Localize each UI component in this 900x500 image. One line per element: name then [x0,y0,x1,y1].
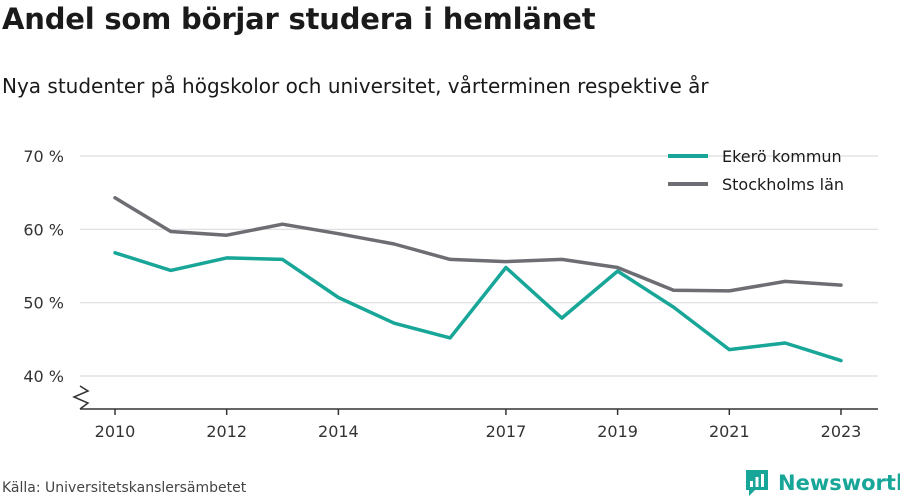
x-tick-label: 2017 [486,422,527,441]
series-lines [113,196,843,363]
brand-name: Newsworthy [778,471,900,495]
legend-label-ekero: Ekerö kommun [722,147,842,166]
x-tick-label: 2014 [318,422,359,441]
axes: 70 % 60 % 50 % 40 % 2010 2012 2014 2017 2019 2021… [23,147,878,441]
x-tick-label: 2019 [597,422,638,441]
y-axis-break-mark [72,385,90,410]
brand-logo: Newsworthy [744,468,900,498]
legend-label-stockholm: Stockholms län [722,175,844,194]
chart-subtitle: Nya studenter på högskolor och universit… [2,74,709,98]
chart-title: Andel som börjar studera i hemlänet [2,2,596,36]
series-line-ekero [113,251,843,363]
x-tick-label: 2012 [206,422,247,441]
y-tick-label: 60 % [23,220,64,239]
y-tick-label: 50 % [23,294,64,313]
y-tick-label: 40 % [23,367,64,386]
y-tick-label: 70 % [23,147,64,166]
x-tick-label: 2010 [95,422,136,441]
series-line-stockholm [113,196,843,293]
x-tick-label: 2023 [821,422,862,441]
x-tick-label: 2021 [709,422,750,441]
source-note: Källa: Universitetskanslersämbetet [2,480,247,496]
newsworthy-logo-icon [746,470,768,496]
legend: Ekerö kommun Stockholms län [668,147,844,194]
